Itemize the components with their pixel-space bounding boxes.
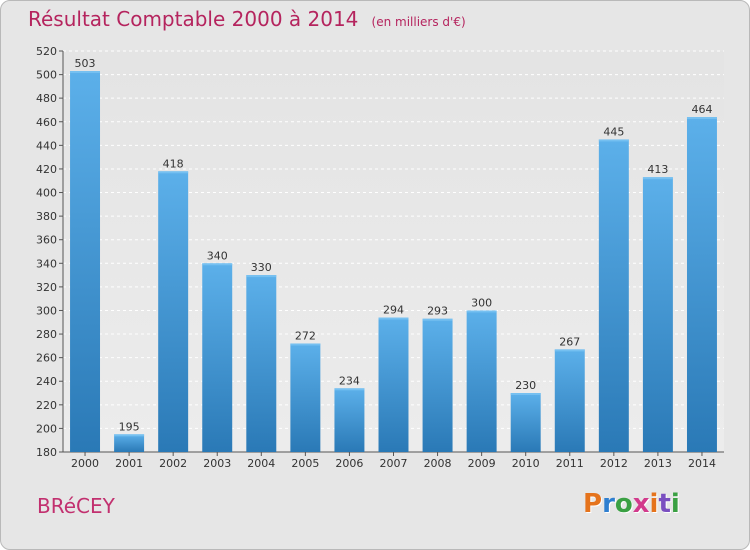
bar-2010 (510, 393, 541, 452)
bar-highlight (290, 343, 321, 346)
x-tick-label: 2002 (159, 457, 187, 470)
data-label: 300 (471, 296, 492, 309)
data-label: 230 (515, 379, 536, 392)
y-tick-label: 240 (36, 375, 57, 388)
y-tick-label: 260 (36, 352, 57, 365)
proxiti-logo: Proxiti (583, 489, 680, 519)
y-tick-label: 500 (36, 69, 57, 82)
logo-letter: P (583, 489, 603, 519)
bar-2009 (466, 310, 497, 452)
bar-highlight (466, 310, 497, 313)
x-tick-label: 2005 (291, 457, 319, 470)
bar-highlight (202, 263, 233, 266)
x-tick-label: 2012 (600, 457, 628, 470)
bar-2007 (378, 317, 409, 452)
y-tick-label: 480 (36, 92, 57, 105)
y-tick-label: 380 (36, 210, 57, 223)
data-label: 413 (647, 163, 668, 176)
data-label: 330 (251, 261, 272, 274)
logo-letter: i (670, 489, 680, 519)
bar-2005 (290, 343, 321, 452)
bar-2011 (554, 349, 585, 452)
data-label: 267 (559, 335, 580, 348)
data-label: 418 (163, 157, 184, 170)
bar-2000 (70, 71, 101, 453)
x-tick-label: 2003 (203, 457, 231, 470)
y-tick-label: 340 (36, 257, 57, 270)
bar-highlight (70, 71, 101, 74)
x-tick-label: 2001 (115, 457, 143, 470)
bar-highlight (114, 434, 145, 437)
bars (70, 71, 717, 453)
y-tick-label: 440 (36, 139, 57, 152)
y-tick-label: 200 (36, 422, 57, 435)
logo-letter: i (649, 489, 659, 519)
data-label: 445 (603, 125, 624, 138)
logo-letter: x (632, 489, 650, 519)
data-label: 234 (339, 374, 360, 387)
y-tick-label: 360 (36, 234, 57, 247)
bar-highlight (378, 317, 409, 320)
data-label: 294 (383, 304, 404, 317)
bar-highlight (554, 349, 585, 352)
bar-2013 (642, 177, 673, 452)
bar-highlight (422, 318, 453, 321)
data-label: 195 (119, 420, 140, 433)
x-tick-label: 2008 (424, 457, 452, 470)
data-label: 503 (75, 57, 96, 70)
commune-name: BRéCEY (37, 494, 115, 518)
x-tick-label: 2010 (512, 457, 540, 470)
x-tick-label: 2007 (380, 457, 408, 470)
bar-2002 (158, 171, 189, 453)
x-tick-label: 2011 (556, 457, 584, 470)
bar-2003 (202, 263, 233, 452)
bar-highlight (510, 393, 541, 396)
data-labels: 503 195 418 340 330 272 234 294 293 300 230 267 445 4… (75, 57, 713, 433)
logo-letter: o (614, 489, 633, 519)
x-tick-label: 2004 (247, 457, 275, 470)
y-tick-label: 320 (36, 281, 57, 294)
bar-2014 (686, 117, 717, 452)
bar-highlight (246, 275, 277, 278)
bar-2012 (598, 139, 629, 453)
bar-2001 (114, 434, 145, 452)
bar-2004 (246, 275, 277, 452)
data-label: 272 (295, 329, 316, 342)
bar-highlight (642, 177, 673, 180)
x-tick-label: 2000 (71, 457, 99, 470)
x-tick-label: 2013 (644, 457, 672, 470)
chart-unit-note: (en milliers d'€) (371, 15, 466, 29)
logo-letter: r (602, 489, 615, 519)
bar-highlight (686, 117, 717, 120)
chart-title: Résultat Comptable 2000 à 2014 (28, 7, 359, 31)
y-tick-label: 420 (36, 163, 57, 176)
y-tick-label: 460 (36, 116, 57, 129)
y-tick-label: 300 (36, 304, 57, 317)
data-label: 340 (207, 249, 228, 262)
x-tick-label: 2014 (688, 457, 716, 470)
x-tick-label: 2009 (468, 457, 496, 470)
bar-highlight (598, 139, 629, 142)
data-label: 293 (427, 305, 448, 318)
y-tick-label: 220 (36, 399, 57, 412)
y-tick-label: 520 (36, 45, 57, 58)
bar-2006 (334, 388, 365, 452)
y-tick-label: 280 (36, 328, 57, 341)
y-tick-label: 180 (36, 446, 57, 459)
bar-2008 (422, 318, 453, 452)
title-row: Résultat Comptable 2000 à 2014 (en milli… (28, 7, 466, 31)
data-label: 464 (691, 103, 712, 116)
bar-highlight (334, 388, 365, 391)
x-tick-label: 2006 (335, 457, 363, 470)
bar-highlight (158, 171, 189, 174)
y-tick-label: 400 (36, 187, 57, 200)
logo-letter: t (658, 489, 671, 519)
